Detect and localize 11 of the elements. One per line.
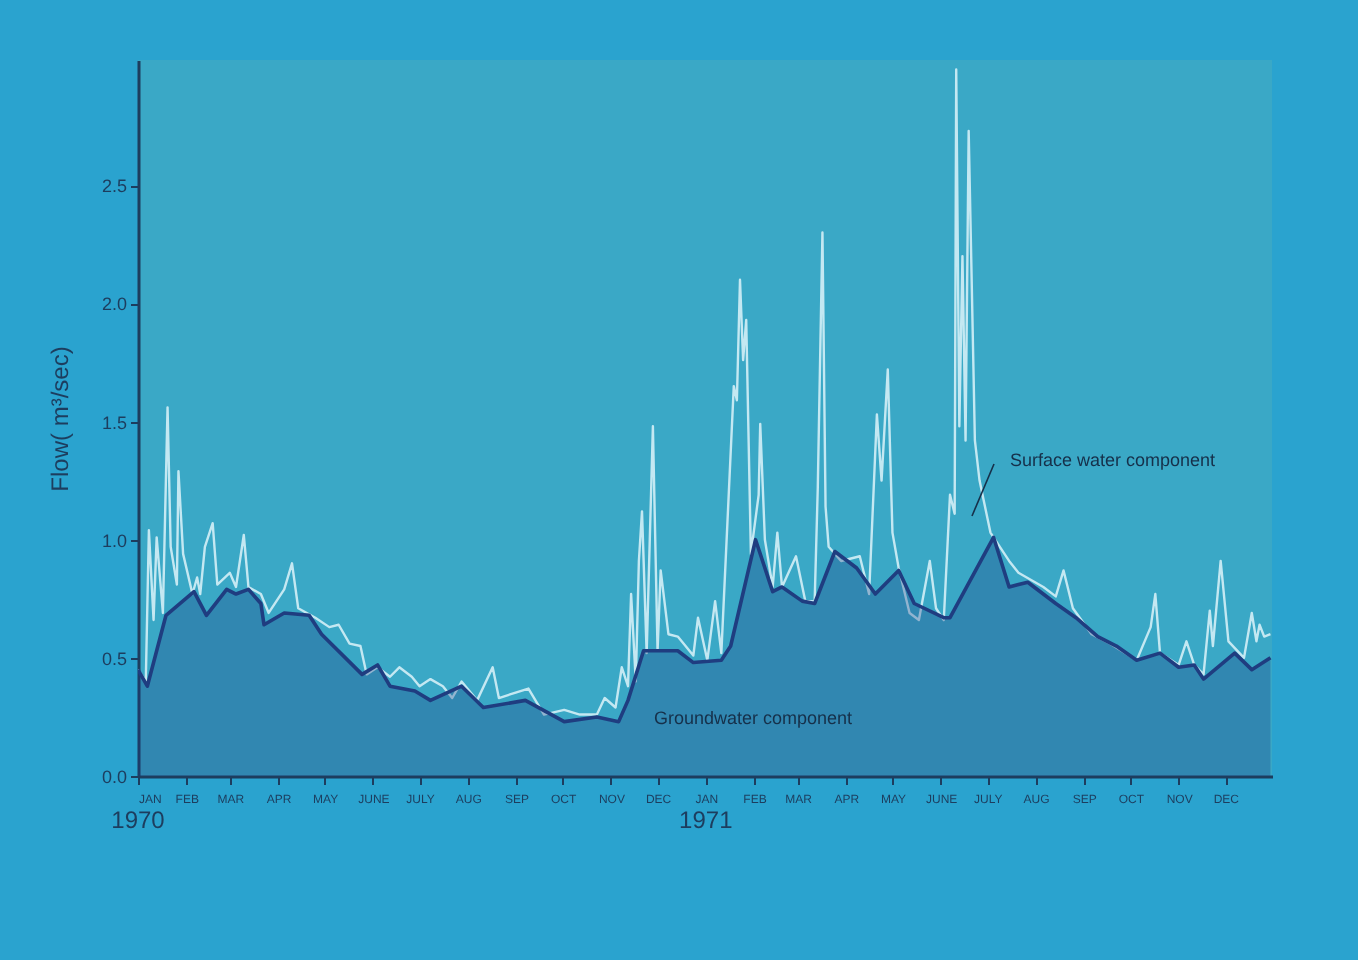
text: 1971 xyxy=(679,806,734,834)
series-label: Surface water component xyxy=(1010,450,1217,470)
y-tick-label: 2.5 xyxy=(101,176,127,197)
series-label: Groundwater component xyxy=(654,708,854,728)
y-tick-label: 2.0 xyxy=(101,294,127,315)
y-tick-label: 0.5 xyxy=(101,648,127,669)
y-tick-label: 0.0 xyxy=(101,767,127,787)
y-tick-label: 1.0 xyxy=(101,530,127,551)
y-axis-title: Flow( m³/sec) xyxy=(45,346,74,492)
y-tick-label: 1.5 xyxy=(101,412,127,433)
text: 1970 xyxy=(111,806,166,834)
